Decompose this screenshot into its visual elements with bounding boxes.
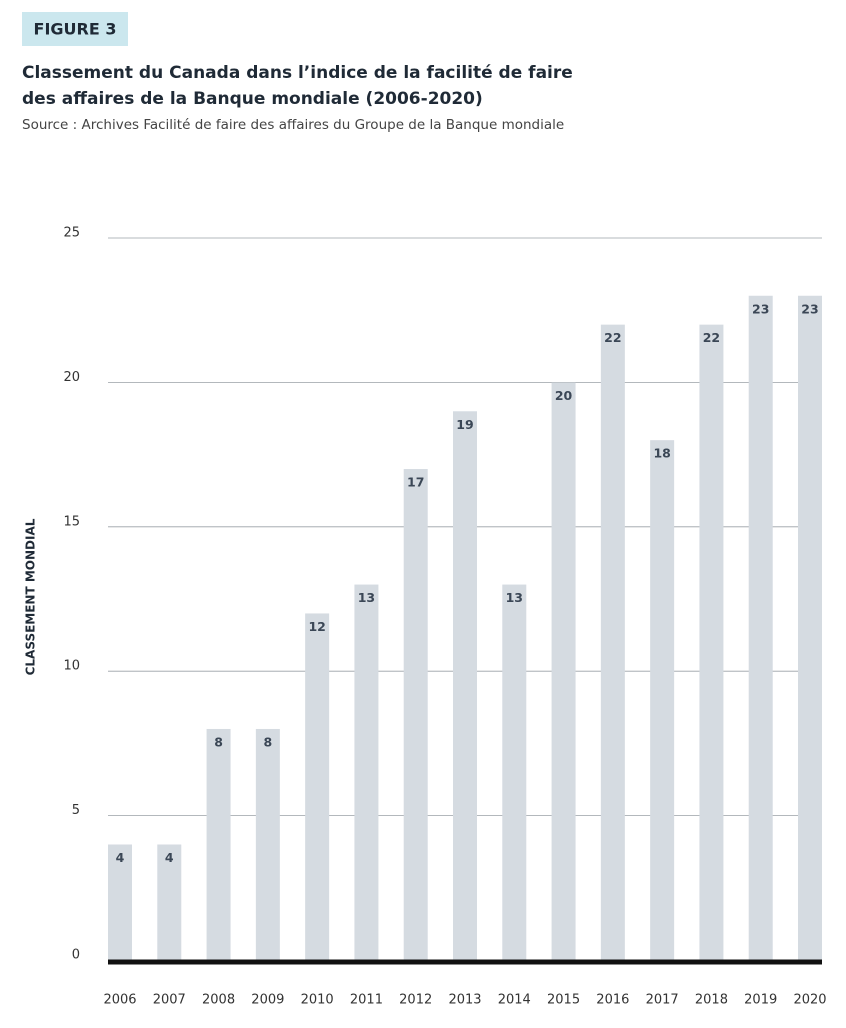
- bar: [798, 295, 822, 960]
- chart-title: Classement du Canada dans l’indice de la…: [22, 63, 573, 83]
- bar: [403, 469, 428, 960]
- x-tick-label: 2015: [547, 993, 580, 1008]
- x-tick-label: 2019: [744, 993, 777, 1008]
- bar: [502, 584, 527, 960]
- bar: [157, 844, 182, 960]
- y-tick-label: 0: [72, 948, 80, 963]
- data-label: 20: [555, 388, 573, 403]
- y-tick-label: 25: [63, 226, 80, 241]
- data-label: 8: [264, 734, 273, 749]
- bar: [206, 728, 231, 960]
- data-label: 23: [752, 301, 769, 316]
- bar: [305, 613, 330, 960]
- data-label: 13: [506, 590, 523, 605]
- bar: [650, 440, 675, 960]
- bar: [354, 584, 379, 960]
- figure-label: FIGURE 3: [34, 20, 117, 39]
- x-tick-label: 2012: [399, 993, 432, 1008]
- data-label: 4: [116, 850, 125, 865]
- bar: [108, 844, 132, 960]
- x-tick-label: 2020: [793, 993, 826, 1008]
- y-tick-label: 20: [63, 370, 80, 385]
- bar: [551, 382, 576, 960]
- x-tick-label: 2007: [153, 993, 186, 1008]
- data-label: 8: [214, 734, 223, 749]
- y-axis-label: CLASSEMENT MONDIAL: [24, 518, 38, 675]
- data-label: 22: [604, 330, 621, 345]
- x-tick-label: 2006: [103, 993, 136, 1008]
- x-tick-label: 2010: [301, 993, 334, 1008]
- x-tick-label: 2011: [350, 993, 383, 1008]
- data-label: 23: [801, 301, 818, 316]
- x-tick-label: 2013: [448, 993, 481, 1008]
- bar: [453, 411, 477, 960]
- figure-badge: [22, 12, 128, 46]
- y-tick-label: 5: [72, 803, 80, 818]
- bar: [600, 324, 625, 960]
- data-label: 22: [703, 330, 720, 345]
- x-tick-label: 2017: [646, 993, 679, 1008]
- bar: [748, 295, 773, 960]
- data-label: 19: [456, 417, 473, 432]
- data-label: 18: [653, 446, 670, 461]
- data-label: 4: [165, 850, 174, 865]
- x-tick-label: 2016: [596, 993, 629, 1008]
- bar: [255, 728, 280, 960]
- data-label: 17: [407, 475, 424, 490]
- data-label: 13: [358, 590, 375, 605]
- x-tick-label: 2008: [202, 993, 235, 1008]
- bar: [699, 324, 724, 960]
- x-tick-label: 2018: [695, 993, 728, 1008]
- y-tick-label: 10: [63, 659, 80, 674]
- chart-subtitle: Source : Archives Facilité de faire des …: [22, 117, 564, 133]
- data-label: 12: [308, 619, 325, 634]
- x-tick-label: 2009: [251, 993, 284, 1008]
- y-tick-label: 15: [63, 514, 80, 529]
- x-tick-label: 2014: [498, 993, 531, 1008]
- chart-title: des affaires de la Banque mondiale (2006…: [22, 89, 483, 109]
